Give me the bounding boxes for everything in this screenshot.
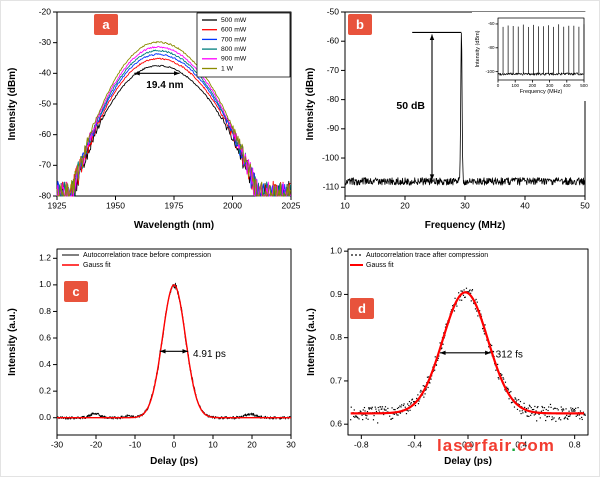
panel-a-optical-spectrum-chart bbox=[0, 0, 300, 235]
panel-b-rf-spectrum-chart bbox=[300, 0, 600, 235]
panel-a-label: a bbox=[94, 14, 118, 35]
panel-d-autocorrelation-after-chart bbox=[300, 235, 600, 477]
panel-b-label: b bbox=[348, 14, 372, 35]
watermark-text: laserfair bbox=[437, 436, 512, 455]
watermark: laserfair.com bbox=[437, 436, 555, 456]
watermark-dot: . bbox=[511, 436, 517, 455]
panel-c-label: c bbox=[64, 281, 88, 302]
watermark-suffix: com bbox=[516, 436, 555, 455]
panel-d-label: d bbox=[350, 298, 374, 319]
panel-c-autocorrelation-before-chart bbox=[0, 235, 300, 477]
